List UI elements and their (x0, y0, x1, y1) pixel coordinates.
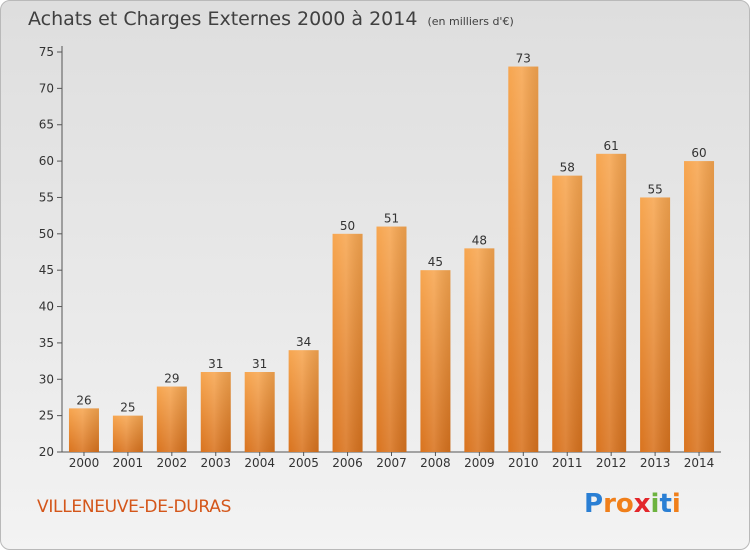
bar-shine (288, 350, 319, 452)
x-tick-label: 2013 (640, 456, 671, 470)
x-tick-label: 2001 (113, 456, 144, 470)
value-label: 34 (296, 335, 311, 349)
value-label: 26 (76, 393, 91, 407)
value-label: 58 (560, 161, 575, 175)
bar-shine (552, 175, 583, 453)
logo-letter: i (671, 489, 681, 519)
value-label: 31 (252, 357, 267, 371)
title-text: Achats et Charges Externes 2000 à 2014 (28, 8, 418, 30)
bar-shine (332, 233, 363, 452)
y-tick-label: 70 (39, 81, 54, 95)
y-tick-label: 50 (39, 227, 54, 241)
value-label: 60 (691, 146, 706, 160)
x-tick-label: 2011 (552, 456, 583, 470)
value-label: 29 (164, 372, 179, 386)
bar-shine (420, 270, 451, 452)
y-tick-label: 65 (39, 118, 54, 132)
bar-shine (68, 408, 99, 452)
y-tick-label: 75 (39, 45, 54, 59)
logo-letter: x (633, 489, 651, 519)
logo-letter: r (603, 489, 616, 519)
x-tick-label: 2003 (200, 456, 231, 470)
x-tick-label: 2004 (244, 456, 275, 470)
value-label: 51 (384, 212, 399, 226)
y-tick-label: 45 (39, 263, 54, 277)
bar-shine (464, 248, 495, 452)
x-tick-label: 2000 (69, 456, 100, 470)
y-tick-label: 55 (39, 190, 54, 204)
value-label: 45 (428, 255, 443, 269)
bar-shine (156, 386, 187, 452)
y-tick-label: 40 (39, 300, 54, 314)
bars (68, 66, 715, 453)
bar-shine (200, 372, 231, 452)
value-label: 61 (604, 139, 619, 153)
bar-shine (640, 197, 671, 452)
bar-shine (508, 66, 539, 452)
logo-letter: i (650, 489, 660, 519)
bar-shine (112, 415, 143, 452)
x-tick-label: 2010 (508, 456, 539, 470)
value-label: 50 (340, 219, 355, 233)
value-labels: 26 25 29 31 31 34 50 51 45 48 73 58 61 55 60 (76, 52, 706, 415)
y-tick-label: 20 (39, 445, 54, 459)
value-label: 73 (516, 52, 531, 66)
x-tick-label: 2009 (464, 456, 495, 470)
logo-letter: o (615, 489, 634, 519)
bar-shine (596, 153, 627, 452)
value-label: 31 (208, 357, 223, 371)
y-tick-label: 35 (39, 336, 54, 350)
value-label: 48 (472, 233, 487, 247)
logo-letter: P (584, 489, 604, 519)
y-tick-label: 60 (39, 154, 54, 168)
y-tick-label: 30 (39, 372, 54, 386)
subtitle-text: (en milliers d'€) (427, 15, 514, 28)
logo-letter: t (659, 489, 672, 519)
x-tick-label: 2008 (420, 456, 451, 470)
x-tick-label: 2012 (596, 456, 627, 470)
y-tick-label: 25 (39, 409, 54, 423)
x-tick-label: 2007 (376, 456, 407, 470)
x-tick-label: 2014 (684, 456, 715, 470)
x-tick-label: 2005 (288, 456, 319, 470)
chart-title: Achats et Charges Externes 2000 à 2014 (e… (28, 8, 514, 30)
value-label: 55 (647, 182, 662, 196)
x-tick-label: 2006 (332, 456, 363, 470)
commune-name: VILLENEUVE-DE-DURAS (37, 497, 232, 517)
bar-shine (684, 161, 715, 452)
proxiti-logo[interactable]: Proxiti (584, 489, 681, 519)
x-tick-label: 2002 (157, 456, 188, 470)
value-label: 25 (120, 401, 135, 415)
bar-shine (376, 226, 407, 452)
bar-shine (244, 372, 275, 452)
